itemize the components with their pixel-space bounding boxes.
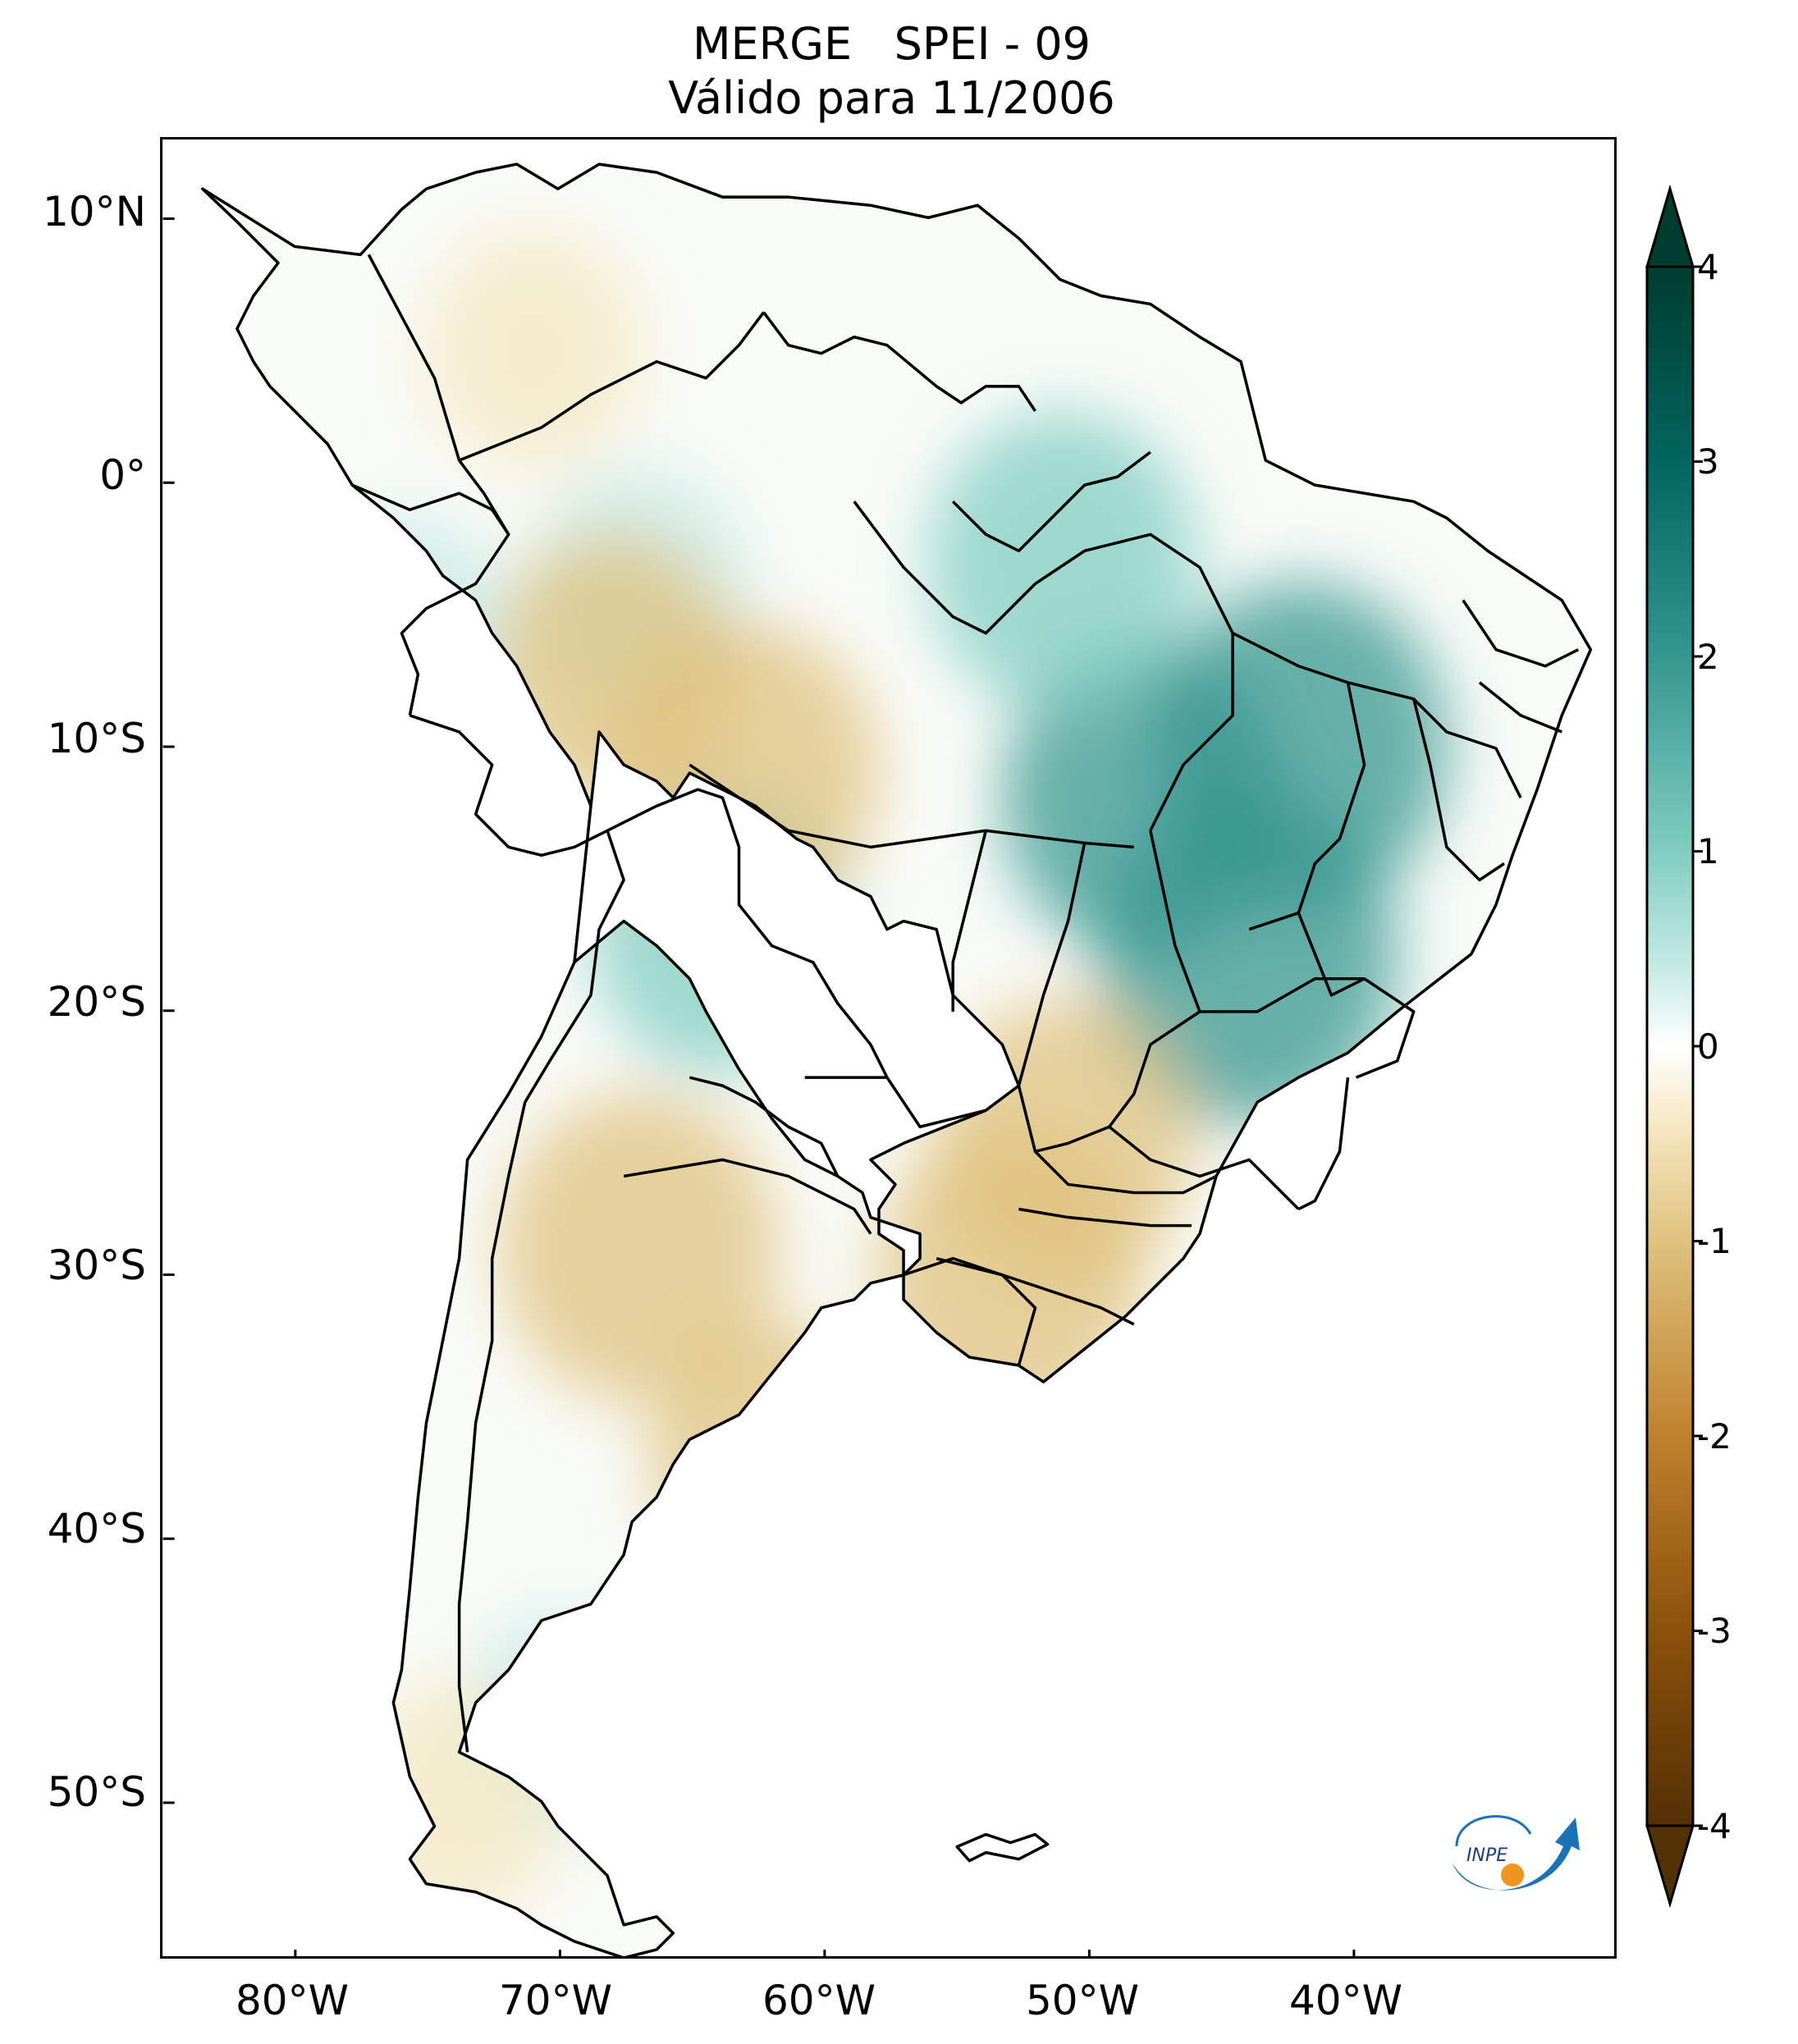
falklands	[955, 1832, 1050, 1863]
border-colombia-peru	[351, 483, 510, 716]
border-lines	[200, 162, 1593, 1956]
lon-label-50w: 50°W	[1025, 1977, 1140, 2024]
border-argentina-chile	[457, 1101, 527, 1753]
state-brazil-6	[1149, 830, 1416, 1079]
inpe-logo: INPE	[1453, 1815, 1580, 1891]
state-brazil-9	[1248, 682, 1366, 931]
lon-label-60w: 60°W	[762, 1977, 876, 2024]
state-brazil-1	[689, 763, 1134, 849]
state-brazil-16	[936, 1256, 1135, 1326]
state-brazil-12	[1297, 1077, 1350, 1211]
spei-region-8	[490, 531, 736, 804]
map-subtitle: Válido para 11/2006	[668, 72, 1115, 124]
state-brazil-3	[1017, 842, 1087, 1086]
colorbar-label-4: 4	[1697, 247, 1719, 287]
map-title: MERGE SPEI - 09	[692, 18, 1091, 70]
lon-label-80w: 80°W	[235, 1977, 350, 2024]
spei-map	[162, 162, 1593, 1956]
colorbar-label-2: 2	[1697, 637, 1719, 677]
lat-label-30s: 30°S	[47, 1241, 146, 1289]
spei-region-11	[875, 1123, 1146, 1425]
spei-region-13	[648, 1323, 894, 1596]
lat-label-40s: 40°S	[47, 1505, 146, 1552]
state-brazil-19	[1478, 681, 1562, 734]
colorbar-label-0: 0	[1697, 1027, 1719, 1067]
border-venezuela-brazil	[458, 311, 765, 462]
spei-region-2	[1002, 642, 1283, 956]
colorbar-extend-top	[1645, 185, 1695, 268]
state-brazil-15	[1018, 1207, 1192, 1228]
state-brazil-10	[1412, 698, 1505, 882]
border-peru-brazil	[409, 714, 658, 857]
colorbar-extend-bottom	[1645, 1824, 1695, 1908]
state-brazil-13	[1108, 1125, 1300, 1210]
axis-ticks	[162, 217, 1356, 1956]
state-brazil-14	[1034, 1150, 1217, 1195]
state-brazil-2	[951, 830, 988, 1012]
border-paraguay	[804, 1076, 986, 1129]
colorbar-label-minus2: -2	[1697, 1416, 1732, 1456]
state-brazil-4	[853, 501, 1036, 635]
map-plot-area	[160, 137, 1617, 1959]
lat-label-20s: 20°S	[47, 978, 146, 1026]
colorbar-label-minus1: -1	[1697, 1221, 1732, 1261]
colorbar-body	[1645, 265, 1695, 1827]
state-brazil-18	[1462, 599, 1580, 668]
lon-label-40w: 40°W	[1288, 1977, 1403, 2024]
lat-label-0: 0°	[99, 451, 146, 499]
lat-label-10n: 10°N	[42, 188, 146, 235]
inpe-logo-text: INPE	[1466, 1845, 1507, 1866]
spei-region-12	[499, 1091, 780, 1405]
lon-label-70w: 70°W	[498, 1977, 613, 2024]
lat-label-10s: 10°S	[47, 715, 146, 762]
border-guianas	[762, 311, 1036, 412]
spei-region-5	[286, 513, 517, 769]
state-brazil-11	[1297, 912, 1366, 997]
colorbar-label-minus4: -4	[1697, 1806, 1732, 1846]
colorbar	[1645, 185, 1703, 1908]
border-bolivia-brazil	[656, 788, 889, 1078]
border-bolivia-paraguay	[689, 1076, 840, 1177]
spei-region-9	[423, 228, 644, 473]
colorbar-label-3: 3	[1697, 441, 1719, 482]
spei-field	[202, 164, 1591, 1956]
border-peru-bolivia	[524, 830, 625, 1104]
state-brazil-5	[1034, 533, 1234, 832]
colorbar-label-minus3: -3	[1697, 1611, 1732, 1651]
state-brazil-17	[951, 450, 1151, 553]
lat-label-50s: 50°S	[47, 1768, 146, 1816]
colorbar-label-1: 1	[1697, 831, 1719, 871]
spei-region-3	[927, 411, 1198, 713]
border-argentina-north	[623, 1158, 872, 1235]
